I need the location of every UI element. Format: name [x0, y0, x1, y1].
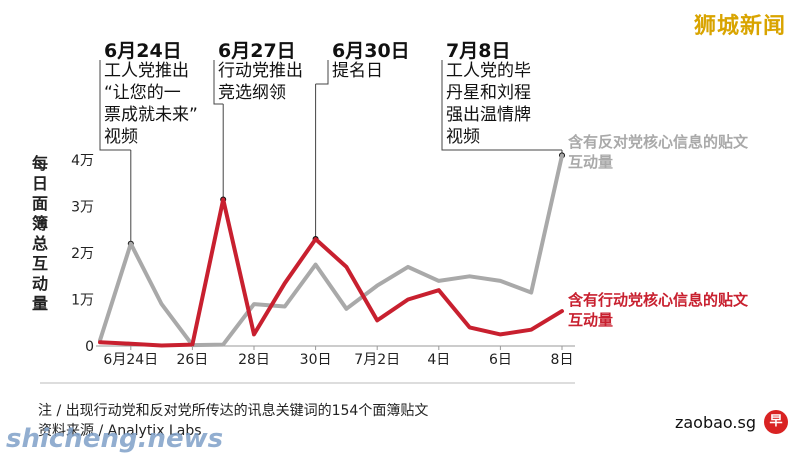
y-tick-label: 1万	[71, 293, 94, 309]
series-label-pap-text: 含有行动党核心信息的贴文互动量	[568, 291, 749, 329]
y-tick-label: 4万	[71, 153, 94, 169]
x-tick-label: 8日	[551, 352, 574, 368]
bottom-watermark: shicheng.news	[6, 424, 224, 454]
annotation-bracket	[315, 60, 329, 85]
x-tick-label: 6月24日	[103, 352, 158, 368]
annotation-date-0630: 6月30日	[332, 40, 410, 62]
annotation-bracket	[99, 60, 131, 151]
x-tick-label: 28日	[238, 352, 270, 368]
brand-name: zaobao.sg	[674, 413, 756, 432]
annotation-bracket	[213, 60, 224, 105]
series-line-pap	[98, 197, 564, 348]
x-tick-label: 7月2日	[354, 352, 400, 368]
annotation-date-0627: 6月27日	[218, 40, 296, 62]
series-label-pap: 含有行动党核心信息的贴文互动量	[568, 290, 748, 330]
x-tick-label: 6日	[489, 352, 512, 368]
y-axis-title: 每日面簿总互动量	[32, 154, 49, 313]
annotation-date-0708: 7月8日	[446, 40, 511, 62]
annotation-text-0708: 工人党的毕 丹星和刘程 强出温情牌 视频	[446, 61, 531, 147]
annotation-text-0624: 工人党推出 “让您的一 票成就未来” 视频	[104, 61, 198, 147]
x-tick-label: 4日	[427, 352, 450, 368]
annotation-text-0627: 行动党推出 竞选纲领	[218, 61, 303, 103]
annotation-text-0630: 提名日	[332, 61, 383, 81]
site-watermark: 狮城新闻	[693, 14, 786, 39]
axis-ticks: 0 1万 2万 3万 4万 6月24日 26日 28日 30日 7月2日 4日 6日 8日	[71, 153, 573, 368]
series-line-opposition	[98, 153, 564, 348]
series-label-opposition-text: 含有反对党核心信息的贴文互动量	[568, 133, 749, 171]
series-layer	[98, 153, 564, 348]
series-label-opposition: 含有反对党核心信息的贴文互动量	[568, 132, 748, 172]
y-tick-label: 3万	[71, 200, 94, 216]
footnote-source: 资料来源 / Analytix Labs	[38, 423, 202, 439]
x-tick-label: 26日	[176, 352, 208, 368]
y-tick-label: 0	[85, 339, 94, 355]
annotation-date-0624: 6月24日	[104, 40, 182, 62]
footnote-note: 注 / 出现行动党和反对党所传达的讯息关键词的154个面簿贴文	[38, 403, 429, 419]
x-tick-label: 30日	[300, 352, 332, 368]
brand-badge-icon: 早	[764, 410, 788, 434]
y-tick-label: 2万	[71, 246, 94, 262]
annotation-bracket	[441, 60, 562, 151]
